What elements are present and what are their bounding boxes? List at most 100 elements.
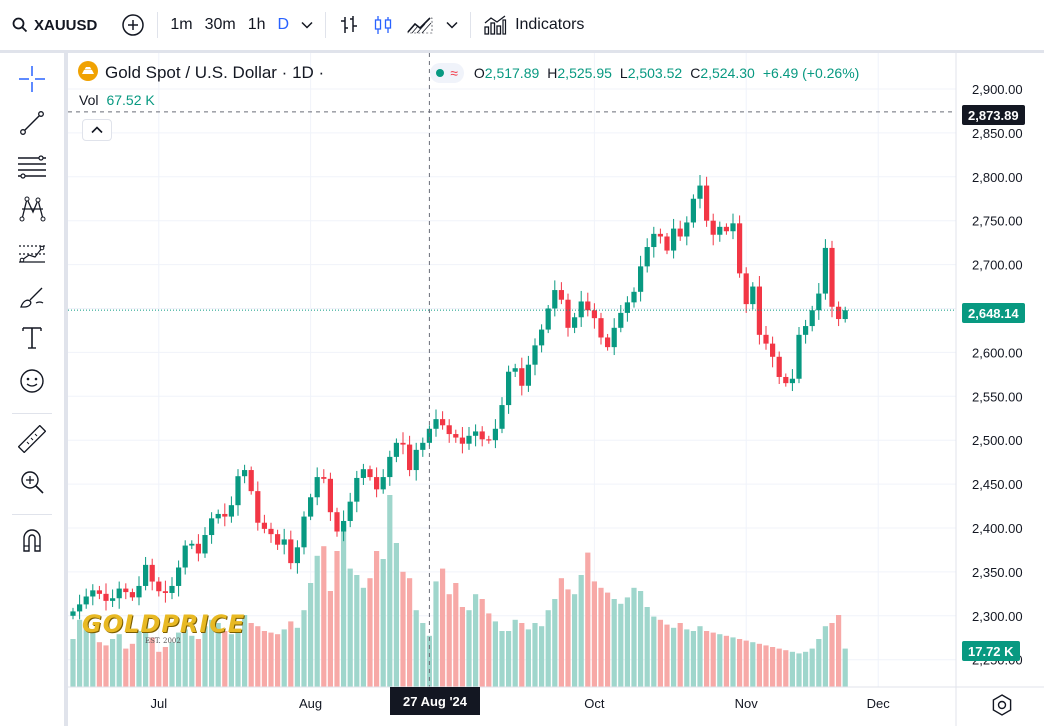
candle-body xyxy=(717,226,723,235)
price-tick-label: 2,500.00 xyxy=(972,433,1023,448)
candle-body xyxy=(255,491,261,523)
candle-body xyxy=(644,247,650,267)
high-key: H xyxy=(547,65,558,81)
chart-panel[interactable]: 2,250.002,300.002,350.002,400.002,450.00… xyxy=(68,53,1044,726)
legend-symbol-title[interactable]: Gold Spot / U.S. Dollar · 1D · xyxy=(105,63,325,82)
candle-body xyxy=(387,456,393,478)
timeframe-30m[interactable]: 30m xyxy=(204,16,236,33)
candlestick xyxy=(479,426,485,447)
candle-body xyxy=(301,516,307,548)
volume-bar xyxy=(440,568,446,687)
magnet-tool[interactable] xyxy=(14,524,50,560)
timeframe-dropdown[interactable] xyxy=(295,8,319,42)
candlestick xyxy=(440,411,446,430)
candlestick xyxy=(598,312,604,345)
bar-style-button[interactable] xyxy=(332,8,366,42)
candle-body xyxy=(473,431,479,436)
candlestick xyxy=(466,427,472,450)
price-tick-label: 2,450.00 xyxy=(972,477,1023,492)
volume-bar xyxy=(354,575,360,687)
volume-bar xyxy=(242,615,248,687)
volume-bar xyxy=(796,653,802,687)
trend-line-icon xyxy=(18,109,46,142)
ruler-tool[interactable] xyxy=(14,423,50,459)
candlesticks xyxy=(70,175,848,620)
candlestick xyxy=(380,469,386,494)
candlestick xyxy=(413,442,419,481)
candlestick xyxy=(651,226,657,258)
low-value: 2,503.52 xyxy=(627,65,683,81)
timeframe-1h[interactable]: 1h xyxy=(247,16,266,33)
market-status-badge[interactable]: ≈ xyxy=(430,63,464,83)
timeframe-1m[interactable]: 1m xyxy=(170,16,193,33)
candlestick xyxy=(129,588,135,601)
candle-body xyxy=(545,308,551,330)
candlestick xyxy=(288,530,294,570)
add-symbol-button[interactable] xyxy=(115,8,151,42)
volume-bar xyxy=(136,631,142,687)
volume-bar xyxy=(506,631,512,687)
time-axis: Jul Aug Oct Nov Dec xyxy=(68,686,1044,711)
candle-body xyxy=(822,247,828,294)
volume-bar xyxy=(618,603,624,687)
toolbar-divider xyxy=(12,413,52,414)
candle-body xyxy=(664,236,670,251)
volume-bar xyxy=(558,578,564,687)
timeframe-group: 1m 30m 1h D xyxy=(164,0,319,50)
volume-bar xyxy=(677,623,683,687)
candlestick xyxy=(248,466,254,495)
volume-bar xyxy=(347,568,353,687)
chart-style-dropdown[interactable] xyxy=(440,8,464,42)
candlestick xyxy=(123,583,129,600)
candlestick xyxy=(690,194,696,228)
volume-bar xyxy=(730,637,736,687)
crosshair-tool[interactable] xyxy=(14,63,50,99)
candle-body xyxy=(70,611,76,616)
candle-body xyxy=(532,345,538,365)
candlestick xyxy=(763,326,769,350)
candle-style-button[interactable] xyxy=(366,8,400,42)
symbol-search-button[interactable]: XAUUSD xyxy=(0,8,115,42)
chart-grid xyxy=(68,53,956,687)
candlestick xyxy=(407,435,413,477)
price-tick-label: 2,350.00 xyxy=(972,565,1023,580)
collapse-legend-button[interactable] xyxy=(82,119,112,141)
candle-body xyxy=(479,431,485,440)
chart-settings-button[interactable] xyxy=(990,693,1014,717)
candlestick xyxy=(156,577,162,597)
ohlc-values: O 2,517.89 H 2,525.95 L 2,503.52 C 2,524.30 … xyxy=(474,65,867,81)
area-style-button[interactable] xyxy=(400,8,440,42)
zoom-in-tool[interactable] xyxy=(14,466,50,502)
candlestick xyxy=(730,213,736,240)
indicators-button[interactable]: Indicators xyxy=(477,8,590,42)
pattern-tool[interactable] xyxy=(14,193,50,229)
volume-bar xyxy=(123,648,129,687)
candle-body xyxy=(103,593,109,601)
candlestick xyxy=(499,397,505,434)
horizontal-lines-tool[interactable] xyxy=(14,151,50,187)
text-tool[interactable] xyxy=(14,322,50,358)
candlestick xyxy=(578,290,584,327)
candlestick xyxy=(552,280,558,317)
trend-line-tool[interactable] xyxy=(14,107,50,143)
timeframe-1d[interactable]: D xyxy=(277,16,290,33)
candle-body xyxy=(763,334,769,344)
candlestick xyxy=(169,577,175,600)
volume-bar xyxy=(374,551,380,687)
candlestick xyxy=(704,176,710,227)
price-chart[interactable]: 2,250.002,300.002,350.002,400.002,450.00… xyxy=(68,53,1044,726)
crosshair-price-label: 2,873.89 xyxy=(962,105,1025,125)
candle-body xyxy=(347,501,353,521)
candle-body xyxy=(380,477,386,490)
candle-body xyxy=(743,273,749,305)
price-tick-label: 2,300.00 xyxy=(972,609,1023,624)
brush-tool[interactable] xyxy=(14,281,50,317)
candle-body xyxy=(420,442,426,450)
candle-body xyxy=(605,337,611,348)
emoji-tool[interactable] xyxy=(14,365,50,401)
candle-body xyxy=(492,428,498,441)
bar-style-icon xyxy=(338,14,360,36)
prediction-tool[interactable] xyxy=(14,238,50,274)
price-tick-label: 2,850.00 xyxy=(972,126,1023,141)
candle-body xyxy=(558,290,564,300)
